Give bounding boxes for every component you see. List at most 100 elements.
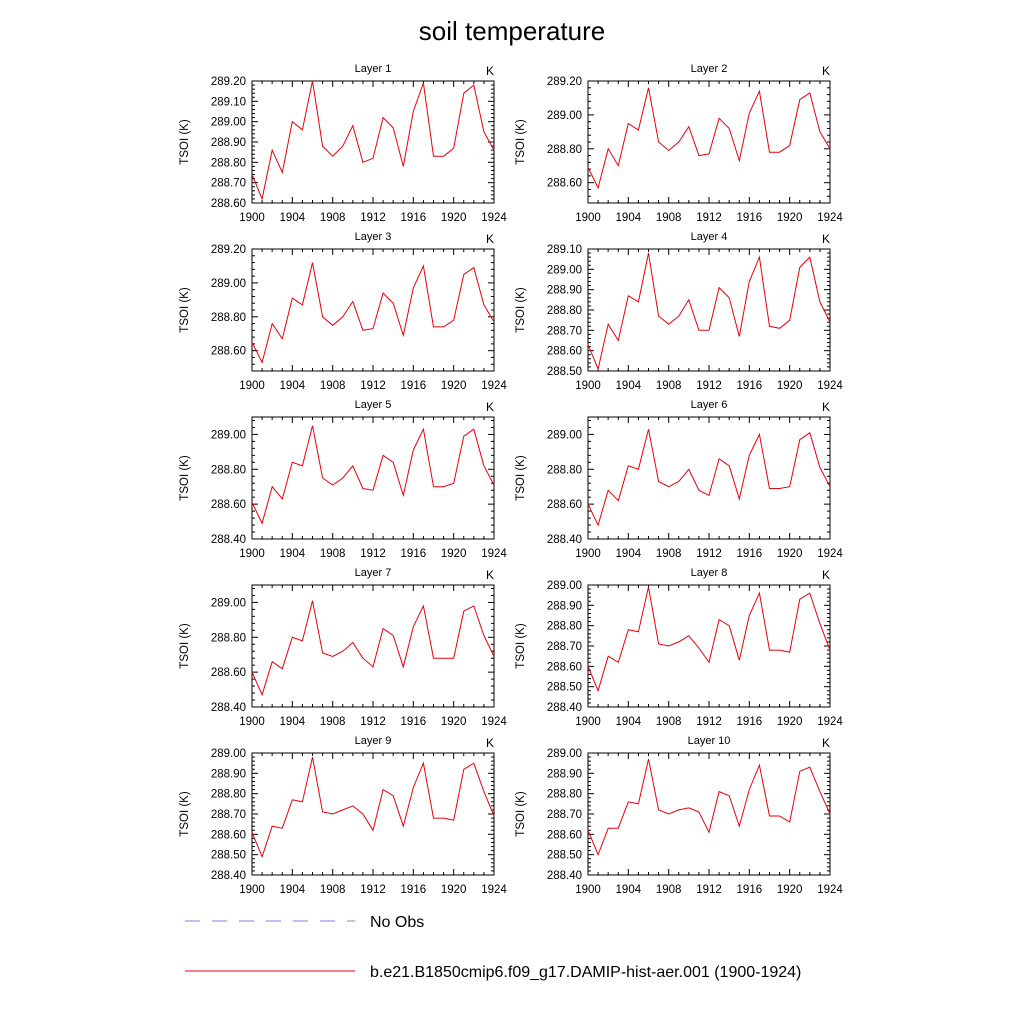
units-label: K	[822, 64, 830, 78]
y-tick-label: 289.00	[547, 264, 582, 276]
x-tick-label: 1908	[656, 884, 682, 896]
y-tick-label: 289.00	[547, 580, 582, 592]
y-tick-label: 288.90	[547, 600, 582, 612]
y-tick-label: 288.80	[211, 632, 246, 644]
units-label: K	[486, 400, 494, 414]
y-axis-label: TSOI (K)	[515, 119, 527, 165]
panel-layer-9: 1900 1904 1908 1912 1916 1920 1924 288.40 288.50…	[179, 735, 507, 896]
x-tick-label: 1916	[737, 884, 763, 896]
x-tick-label: 1904	[616, 716, 642, 728]
plot-frame	[587, 248, 831, 372]
y-tick-label: 289.00	[547, 429, 582, 441]
x-tick-label: 1908	[656, 380, 682, 392]
y-axis-label: TSOI (K)	[515, 287, 527, 333]
panel-layer-10: 1900 1904 1908 1912 1916 1920 1924 288.40 288.50…	[515, 735, 843, 896]
panel-layer-2: 1900 1904 1908 1912 1916 1920 1924 288.60 288.80…	[515, 63, 843, 224]
y-tick-label: 288.90	[547, 768, 582, 780]
panel-layer-5: 1900 1904 1908 1912 1916 1920 1924 288.40 288.60…	[179, 399, 507, 560]
x-tick-label: 1908	[320, 548, 346, 560]
series-line	[587, 87, 831, 190]
y-tick-label: 289.10	[211, 96, 246, 108]
series-line	[251, 756, 495, 859]
legend-label-no-obs: No Obs	[370, 914, 424, 931]
chart-title: soil temperature	[419, 16, 605, 46]
series-line	[251, 262, 495, 364]
x-tick-label: 1924	[817, 212, 843, 224]
plot-frame	[587, 752, 831, 876]
x-tick-label: 1900	[575, 380, 601, 392]
x-tick-label: 1912	[696, 212, 722, 224]
y-tick-label: 288.40	[547, 702, 582, 714]
panel-layer-1: 1900 1904 1908 1912 1916 1920 1924 288.60 288.70…	[179, 63, 507, 224]
y-tick-label: 288.90	[547, 285, 582, 297]
series-line	[587, 429, 831, 527]
y-tick-label: 289.20	[211, 76, 246, 88]
legend: No Obs b.e21.B1850cmip6.f09_g17.DAMIP-hi…	[185, 914, 801, 981]
units-label: K	[486, 568, 494, 582]
x-tick-label: 1912	[360, 380, 386, 392]
x-tick-label: 1924	[481, 548, 507, 560]
x-tick-label: 1900	[239, 212, 265, 224]
x-tick-label: 1920	[777, 716, 803, 728]
y-tick-label: 288.50	[547, 366, 582, 378]
y-axis-label: TSOI (K)	[179, 623, 191, 669]
panel-grid: 1900 1904 1908 1912 1916 1920 1924 288.60 288.70…	[179, 63, 843, 896]
panel-layer-8: 1900 1904 1908 1912 1916 1920 1924 288.40 288.50…	[515, 567, 843, 728]
y-tick-label: 288.60	[547, 346, 582, 358]
x-tick-label: 1920	[777, 884, 803, 896]
plot-frame	[251, 752, 495, 876]
panel-layer-4: 1900 1904 1908 1912 1916 1920 1924 288.50 288.60…	[515, 231, 843, 392]
y-tick-label: 288.60	[211, 198, 246, 210]
y-tick-label: 289.20	[547, 76, 582, 88]
y-tick-label: 288.70	[547, 641, 582, 653]
x-tick-label: 1900	[239, 380, 265, 392]
y-tick-label: 288.80	[547, 621, 582, 633]
x-tick-label: 1900	[575, 548, 601, 560]
x-tick-label: 1916	[401, 716, 427, 728]
x-tick-label: 1908	[320, 212, 346, 224]
x-tick-label: 1908	[320, 884, 346, 896]
x-tick-label: 1908	[320, 716, 346, 728]
x-tick-label: 1916	[737, 716, 763, 728]
panel-title: Layer 8	[691, 567, 728, 579]
plot-frame	[251, 584, 495, 708]
panel-layer-7: 1900 1904 1908 1912 1916 1920 1924 288.40 288.60…	[179, 567, 507, 728]
x-tick-label: 1904	[616, 548, 642, 560]
y-tick-label: 288.80	[211, 464, 246, 476]
x-tick-label: 1900	[575, 716, 601, 728]
x-tick-label: 1908	[656, 212, 682, 224]
x-tick-label: 1924	[481, 884, 507, 896]
y-tick-label: 288.80	[211, 789, 246, 801]
y-tick-label: 288.80	[211, 312, 246, 324]
x-tick-label: 1920	[441, 380, 467, 392]
x-tick-label: 1900	[575, 884, 601, 896]
panel-title: Layer 10	[688, 735, 731, 747]
x-tick-label: 1900	[239, 716, 265, 728]
series-line	[587, 586, 831, 693]
legend-label-model: b.e21.B1850cmip6.f09_g17.DAMIP-hist-aer.…	[370, 964, 801, 981]
x-tick-label: 1904	[280, 380, 306, 392]
x-tick-label: 1908	[656, 548, 682, 560]
x-tick-label: 1908	[656, 716, 682, 728]
y-tick-label: 288.60	[211, 346, 246, 358]
series-line	[587, 252, 831, 371]
x-tick-label: 1900	[239, 884, 265, 896]
units-label: K	[486, 64, 494, 78]
x-tick-label: 1912	[360, 212, 386, 224]
y-tick-label: 288.40	[211, 702, 246, 714]
y-tick-label: 288.60	[547, 829, 582, 841]
x-tick-label: 1916	[737, 212, 763, 224]
x-tick-label: 1904	[280, 884, 306, 896]
x-tick-label: 1920	[777, 380, 803, 392]
x-tick-label: 1920	[441, 716, 467, 728]
panel-title: Layer 5	[355, 399, 392, 411]
y-tick-label: 288.80	[547, 305, 582, 317]
y-tick-label: 289.00	[547, 110, 582, 122]
series-line	[251, 80, 495, 201]
x-tick-label: 1904	[616, 380, 642, 392]
panel-layer-3: 1900 1904 1908 1912 1916 1920 1924 288.60 288.80…	[179, 231, 507, 392]
series-line	[251, 425, 495, 525]
y-axis-label: TSOI (K)	[179, 287, 191, 333]
x-tick-label: 1912	[360, 716, 386, 728]
